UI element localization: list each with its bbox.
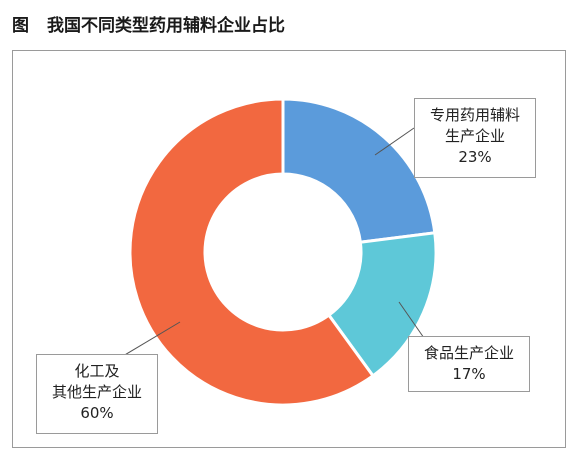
figure-title-text: 我国不同类型药用辅料企业占比: [47, 15, 285, 36]
callout-chemical: 化工及 其他生产企业 60%: [36, 354, 158, 434]
callout-label-line: 其他生产企业: [51, 383, 142, 401]
leader-food: [398, 301, 425, 339]
callout-percent: 60%: [80, 404, 114, 422]
slice-chemical: [128, 97, 376, 407]
figure-title: 图 我国不同类型药用辅料企业占比: [12, 8, 285, 38]
callout-label-line: 食品生产企业: [423, 344, 514, 362]
leader-special-excipient: [374, 127, 415, 156]
leader-chemical: [122, 321, 181, 357]
callout-label-line: 生产企业: [444, 127, 505, 145]
callout-percent: 23%: [458, 148, 492, 166]
callout-percent: 17%: [452, 365, 486, 383]
callout-food: 食品生产企业 17%: [408, 336, 530, 392]
callout-label-line: 化工及: [74, 362, 120, 380]
callout-label-line: 专用药用辅料: [429, 106, 520, 124]
callout-special-excipient: 专用药用辅料 生产企业 23%: [414, 98, 536, 178]
slice-special-excipient: [281, 97, 437, 244]
figure-prefix: 图: [12, 15, 29, 36]
